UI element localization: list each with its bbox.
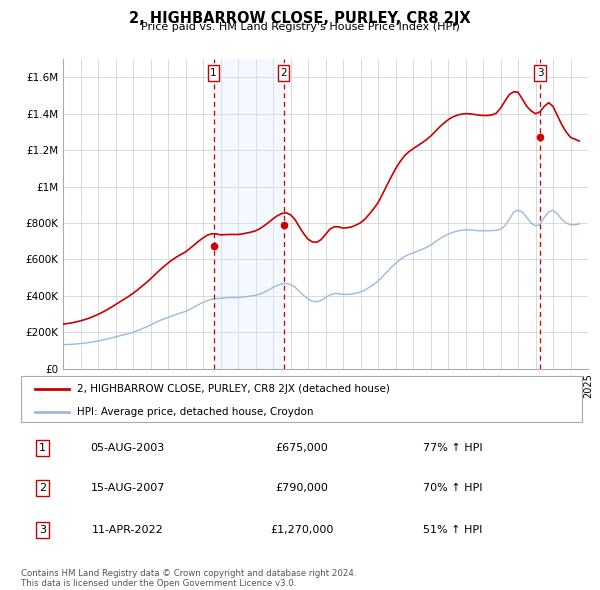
Text: 77% ↑ HPI: 77% ↑ HPI <box>423 442 483 453</box>
Text: £1,270,000: £1,270,000 <box>270 525 333 535</box>
Text: 15-AUG-2007: 15-AUG-2007 <box>91 483 165 493</box>
Text: 3: 3 <box>39 525 46 535</box>
Text: HPI: Average price, detached house, Croydon: HPI: Average price, detached house, Croy… <box>77 407 314 417</box>
Text: 2, HIGHBARROW CLOSE, PURLEY, CR8 2JX: 2, HIGHBARROW CLOSE, PURLEY, CR8 2JX <box>129 11 471 25</box>
Text: 51% ↑ HPI: 51% ↑ HPI <box>423 525 482 535</box>
Text: £675,000: £675,000 <box>275 442 328 453</box>
Text: 3: 3 <box>537 68 544 78</box>
Text: 70% ↑ HPI: 70% ↑ HPI <box>423 483 483 493</box>
Text: £790,000: £790,000 <box>275 483 328 493</box>
Text: 2: 2 <box>280 68 287 78</box>
Text: 1: 1 <box>39 442 46 453</box>
Text: 1: 1 <box>210 68 217 78</box>
Text: Price paid vs. HM Land Registry's House Price Index (HPI): Price paid vs. HM Land Registry's House … <box>140 22 460 32</box>
Text: 2: 2 <box>39 483 46 493</box>
Bar <box>214 59 284 369</box>
Text: 2, HIGHBARROW CLOSE, PURLEY, CR8 2JX (detached house): 2, HIGHBARROW CLOSE, PURLEY, CR8 2JX (de… <box>77 384 390 394</box>
Text: 11-APR-2022: 11-APR-2022 <box>92 525 163 535</box>
Text: Contains HM Land Registry data © Crown copyright and database right 2024.
This d: Contains HM Land Registry data © Crown c… <box>21 569 356 588</box>
Text: 05-AUG-2003: 05-AUG-2003 <box>91 442 165 453</box>
